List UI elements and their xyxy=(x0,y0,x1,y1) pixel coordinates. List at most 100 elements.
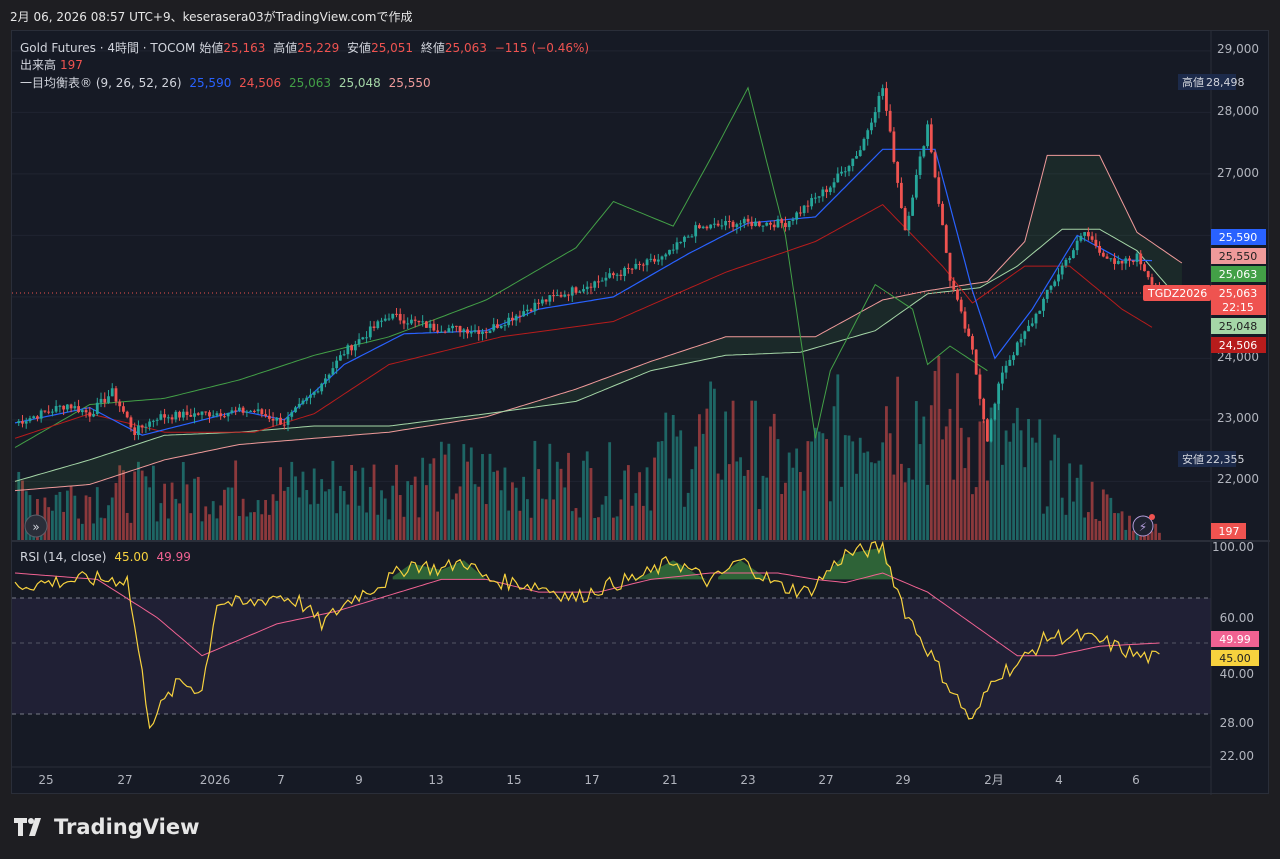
volume-bar xyxy=(944,426,948,540)
candle-body xyxy=(1019,338,1023,343)
volume-bar xyxy=(780,494,784,540)
volume-bar xyxy=(211,501,215,540)
tag-last: 25,063 xyxy=(1219,287,1258,300)
candle-body xyxy=(69,404,73,409)
volume-bar xyxy=(570,511,574,540)
volume-bar xyxy=(107,505,110,540)
legend-rsi-ma: 49.99 xyxy=(156,550,191,564)
tag-spanb: 25,550 xyxy=(1219,250,1258,263)
tag-spana: 25,048 xyxy=(1219,320,1258,333)
volume-bar xyxy=(1094,518,1098,540)
candle-body xyxy=(200,411,204,415)
tags-right: 25,590 25,550 25,063 25,063 22:15 25,048… xyxy=(1211,229,1266,666)
volume-bar xyxy=(952,479,956,540)
volume-bar xyxy=(843,435,847,540)
chart-svg[interactable]: 29,00028,00027,00025,00024,00023,00022,0… xyxy=(12,31,1270,795)
volume-bar xyxy=(1101,489,1105,540)
candle-body xyxy=(77,406,80,413)
tag-low-label: 安値 xyxy=(1182,452,1204,466)
candle-body xyxy=(634,263,638,269)
volume-bar xyxy=(873,463,877,540)
candle-body xyxy=(107,396,110,403)
volume-bar xyxy=(469,447,473,540)
scroll-left-button[interactable]: » xyxy=(24,514,48,538)
volume-bar xyxy=(660,441,664,540)
time-tick: 17 xyxy=(584,773,599,787)
tag-symbol: TGDZ2026 xyxy=(1143,285,1211,301)
volume-bar xyxy=(776,439,780,540)
volume-bar xyxy=(256,500,260,540)
volume-bar xyxy=(604,496,608,540)
candle-body xyxy=(780,219,784,223)
candle-body xyxy=(791,219,795,221)
candle-body xyxy=(978,374,982,399)
time-tick: 27 xyxy=(818,773,833,787)
volume-bar xyxy=(410,485,413,540)
candle-body xyxy=(383,318,387,321)
candle-body xyxy=(656,259,660,262)
volume-bar xyxy=(982,420,986,540)
candle-body xyxy=(324,378,327,384)
volume-bar xyxy=(1090,481,1094,540)
candle-body xyxy=(866,130,870,139)
legend-rsi[interactable]: RSI (14, close) 45.00 49.99 xyxy=(20,550,195,564)
candle-body xyxy=(660,256,664,260)
candle-body xyxy=(694,225,698,237)
legend-symbol[interactable]: Gold Futures · 4時間 · TOCOM xyxy=(20,41,196,55)
candle-body xyxy=(230,410,234,413)
volume-bar xyxy=(118,465,122,540)
candle-body xyxy=(813,197,817,199)
ichimoku-cloud xyxy=(15,155,1182,491)
chart-frame[interactable]: 29,00028,00027,00025,00024,00023,00022,0… xyxy=(11,30,1270,795)
candle-body xyxy=(997,383,1001,404)
volume-bar xyxy=(698,414,701,540)
volume-bar xyxy=(851,441,855,540)
volume-bar xyxy=(645,467,649,540)
candle-body xyxy=(290,412,294,417)
candle-body xyxy=(331,368,335,375)
volume-bar xyxy=(361,467,365,540)
candle-body xyxy=(163,414,166,418)
volume-bar xyxy=(301,471,305,540)
volume-bar xyxy=(989,407,993,540)
candle-body xyxy=(211,415,215,417)
time-tick: 23 xyxy=(740,773,755,787)
legend-low: 25,051 xyxy=(371,41,414,55)
candle-body xyxy=(338,355,342,361)
legend-line-3[interactable]: 一目均衡表® (9, 26, 52, 26) 25,590 24,506 25,… xyxy=(20,74,435,91)
candle-body xyxy=(914,174,918,198)
volume-bar xyxy=(208,514,211,540)
candle-body xyxy=(122,406,125,412)
volume-bar xyxy=(383,498,387,540)
tag-symbol-bg xyxy=(1143,285,1211,301)
legend-open-label: 始値 xyxy=(199,41,224,55)
volume-bar xyxy=(757,509,761,540)
volume-bar xyxy=(327,489,331,540)
volume-bar xyxy=(522,476,526,540)
candle-body xyxy=(208,412,211,417)
candle-body xyxy=(626,267,630,269)
candle-body xyxy=(297,403,301,408)
rsi-lines xyxy=(14,540,1160,730)
candle-body xyxy=(17,421,21,424)
candle-body xyxy=(825,189,828,193)
legend-line-2[interactable]: 出来高 197 xyxy=(20,56,87,73)
volume-bar xyxy=(784,482,787,540)
volume-bar xyxy=(1000,464,1004,540)
volume-bar xyxy=(986,480,989,540)
volume-bar xyxy=(615,516,619,540)
candle-body xyxy=(750,221,754,227)
candle-body xyxy=(267,415,271,419)
volume-bar xyxy=(428,463,432,540)
candle-body xyxy=(582,289,585,292)
candle-body xyxy=(873,112,877,123)
tradingview-logo-icon xyxy=(14,818,41,836)
volume-bar xyxy=(649,510,653,540)
tradingview-logo[interactable]: TradingView xyxy=(14,815,199,839)
candle-body xyxy=(28,418,32,422)
replay-button[interactable]: ⚡ xyxy=(1132,514,1155,537)
candle-body xyxy=(615,274,619,276)
volume-bar xyxy=(806,441,810,540)
volume-bar xyxy=(451,499,454,540)
candle-body xyxy=(238,407,241,411)
